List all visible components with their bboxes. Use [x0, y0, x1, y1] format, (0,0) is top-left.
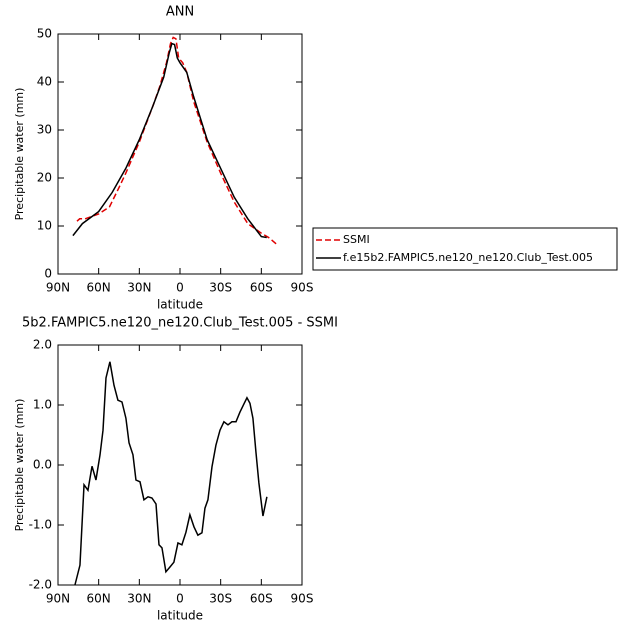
legend-label: f.e15b2.FAMPIC5.ne120_ne120.Club_Test.00…: [343, 251, 593, 264]
x-tick-label: 60S: [250, 281, 273, 295]
y-tick-label: 50: [37, 27, 52, 41]
legend-box: [312, 227, 618, 271]
y-tick-label: -1.0: [29, 518, 52, 532]
x-tick-label: 60N: [87, 592, 111, 606]
x-tick-label: 30S: [209, 592, 232, 606]
plot-frame: [57, 344, 303, 586]
x-tick-label: 30N: [127, 281, 151, 295]
y-axis-label: Precipitable water (mm): [13, 88, 26, 221]
data-line: [74, 361, 268, 586]
chart-title: 5b2.FAMPIC5.ne120_ne120.Club_Test.005 - …: [22, 316, 338, 331]
x-axis-label: latitude: [157, 298, 203, 312]
x-axis-label: latitude: [157, 609, 203, 623]
x-tick-label: 90S: [291, 281, 314, 295]
y-tick-label: 0.0: [33, 458, 52, 472]
y-tick-label: 20: [37, 171, 52, 185]
chart-title: ANN: [166, 5, 194, 20]
y-tick-label: 1.0: [33, 398, 52, 412]
y-tick-label: 30: [37, 123, 52, 137]
x-tick-label: 0: [176, 592, 184, 606]
x-tick-label: 90N: [46, 592, 70, 606]
y-tick-label: 0: [44, 267, 52, 281]
legend-label: SSMI: [343, 233, 370, 246]
x-tick-label: 90N: [46, 281, 70, 295]
y-tick-label: 2.0: [33, 338, 52, 352]
x-tick-label: 30S: [209, 281, 232, 295]
y-tick-label: 10: [37, 219, 52, 233]
y-tick-label: -2.0: [29, 578, 52, 592]
y-tick-label: 40: [37, 75, 52, 89]
data-line: [72, 42, 267, 239]
x-tick-label: 60S: [250, 592, 273, 606]
y-axis-label: Precipitable water (mm): [13, 399, 26, 532]
x-tick-label: 60N: [87, 281, 111, 295]
x-tick-label: 90S: [291, 592, 314, 606]
x-tick-label: 30N: [127, 592, 151, 606]
x-tick-label: 0: [176, 281, 184, 295]
data-line: [76, 36, 279, 246]
